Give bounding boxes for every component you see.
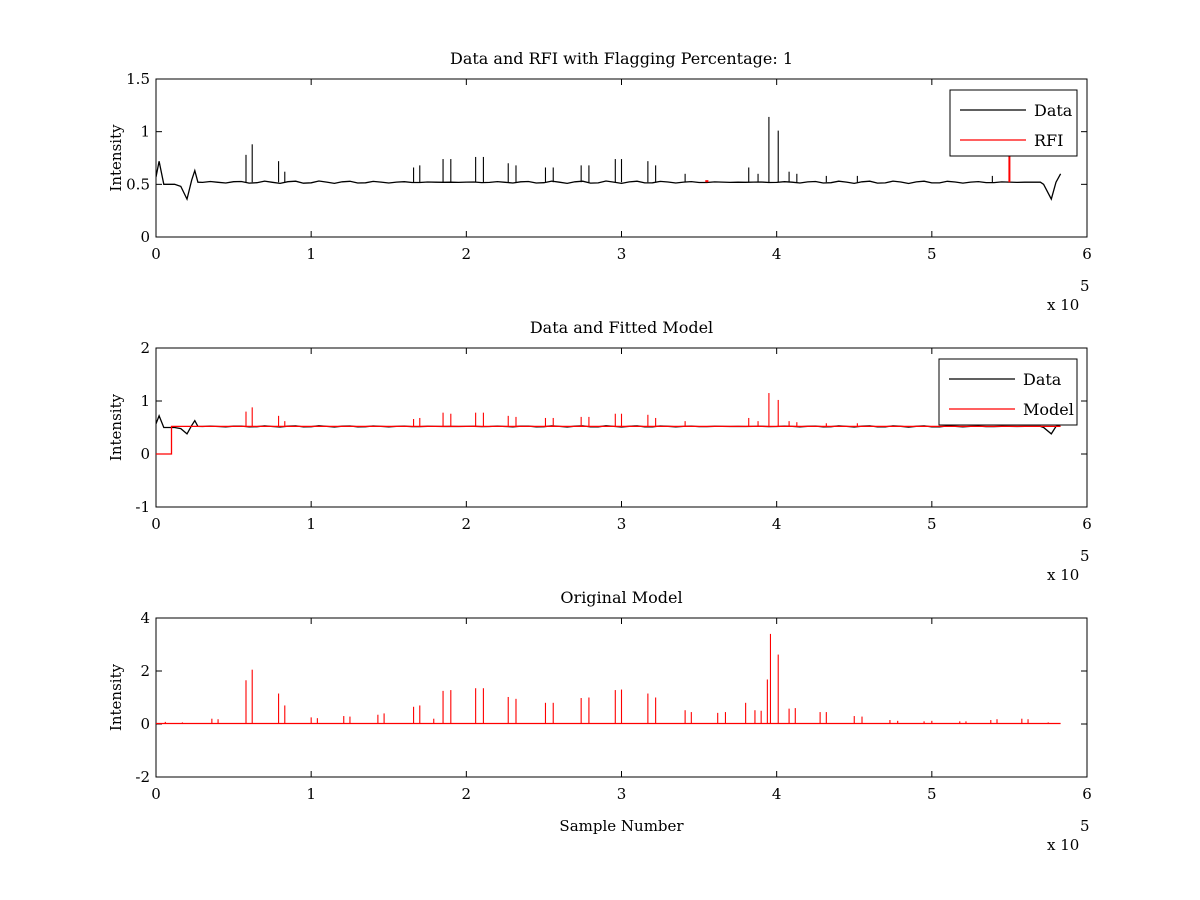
legend: Data Model <box>938 358 1078 426</box>
y-axis-label: Intensity <box>107 393 125 461</box>
legend-box <box>949 89 1078 157</box>
y-tick-label: 4 <box>140 609 150 627</box>
y-tick-label: 0 <box>140 228 150 246</box>
x-tick-label: 2 <box>462 785 472 803</box>
x-tick-label: 6 <box>1082 785 1092 803</box>
y-tick-label: 1 <box>140 392 150 410</box>
x-multiplier-exponent: 5 <box>1080 817 1090 835</box>
x-tick-label: 3 <box>617 245 627 263</box>
legend-entry-data: Data <box>1034 101 1073 120</box>
chart-title: Original Model <box>560 588 682 607</box>
legend-entry-rfi: RFI <box>1034 131 1063 150</box>
x-tick-label: 6 <box>1082 245 1092 263</box>
y-axis-label: Intensity <box>107 663 125 731</box>
y-tick-label: 0 <box>140 715 150 733</box>
x-tick-label: 0 <box>151 515 161 533</box>
y-tick-label: -1 <box>135 498 150 516</box>
x-tick-label: 4 <box>772 785 782 803</box>
legend: Data RFI <box>949 89 1078 157</box>
y-axis-label: Intensity <box>107 124 125 192</box>
x-tick-label: 5 <box>927 515 937 533</box>
x-tick-label: 1 <box>306 515 316 533</box>
x-axis-label: Sample Number <box>559 817 684 835</box>
x-tick-label: 4 <box>772 245 782 263</box>
x-tick-label: 3 <box>617 515 627 533</box>
x-axis-multiplier: x 10 <box>1047 296 1079 314</box>
legend-entry-model: Model <box>1023 400 1074 419</box>
x-tick-label: 4 <box>772 515 782 533</box>
y-tick-label: -2 <box>135 768 150 786</box>
series-group <box>156 633 1061 725</box>
y-tick-label: 2 <box>140 662 150 680</box>
x-tick-label: 1 <box>306 245 316 263</box>
series-group <box>156 393 1061 455</box>
x-tick-label: 0 <box>151 785 161 803</box>
x-multiplier-base: x 10 <box>1047 836 1079 854</box>
x-tick-label: 5 <box>927 785 937 803</box>
series-group <box>156 116 1062 201</box>
y-tick-label: 0 <box>140 445 150 463</box>
chart-title: Data and Fitted Model <box>530 318 713 337</box>
legend-entry-data: Data <box>1023 370 1062 389</box>
x-multiplier-exponent: 5 <box>1080 277 1090 295</box>
x-tick-label: 6 <box>1082 515 1092 533</box>
x-tick-label: 1 <box>306 785 316 803</box>
y-tick-label: 1.5 <box>126 70 150 88</box>
x-multiplier-exponent: 5 <box>1080 547 1090 565</box>
chart-title: Data and RFI with Flagging Percentage: 1 <box>450 49 793 68</box>
plot-area <box>155 78 1088 238</box>
data-series-trace <box>156 161 1062 201</box>
x-tick-label: 2 <box>462 245 472 263</box>
x-tick-label: 0 <box>151 245 161 263</box>
y-tick-label: 0.5 <box>126 175 150 193</box>
legend-box <box>938 358 1078 426</box>
x-multiplier-base: x 10 <box>1047 566 1079 584</box>
model-series-trace <box>156 425 1061 455</box>
x-tick-label: 2 <box>462 515 472 533</box>
x-axis-multiplier: x 10 <box>1047 566 1079 584</box>
y-tick-label: 2 <box>140 339 150 357</box>
y-tick-label: 1 <box>140 123 150 141</box>
x-multiplier-base: x 10 <box>1047 296 1079 314</box>
x-tick-label: 5 <box>927 245 937 263</box>
x-tick-label: 3 <box>617 785 627 803</box>
x-axis-multiplier: x 10 <box>1047 836 1079 854</box>
